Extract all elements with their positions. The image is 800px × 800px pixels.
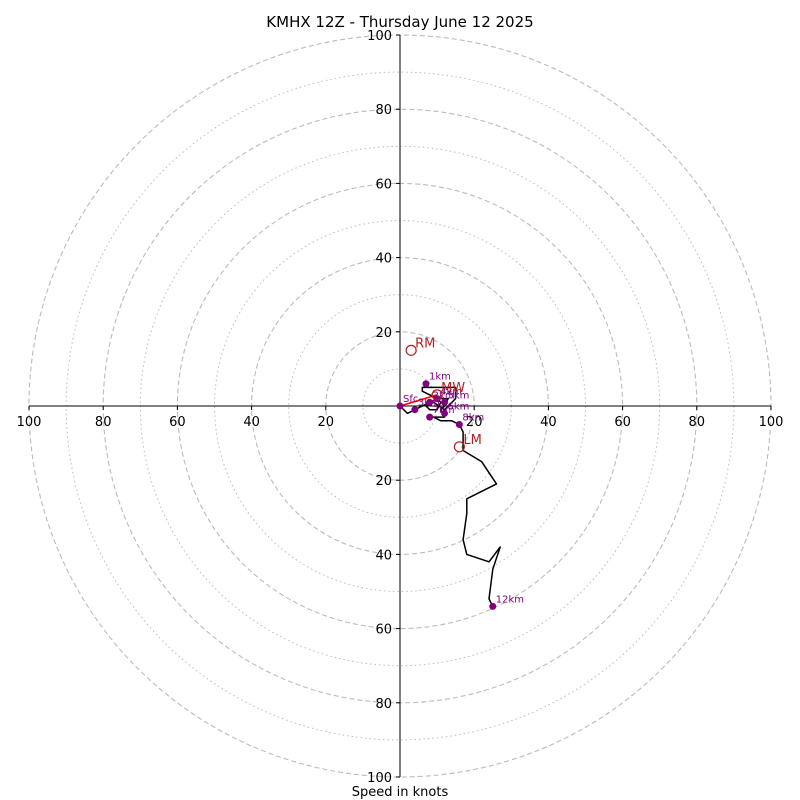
x-tick-label: 100	[759, 415, 784, 430]
height-marker	[441, 398, 449, 406]
y-tick-label: 100	[367, 29, 392, 44]
shear-vector	[399, 394, 438, 407]
height-label: 2km	[433, 390, 455, 401]
wind-trace-line	[399, 386, 501, 607]
bulk-shear-vector	[399, 394, 438, 407]
y-tick-label: 60	[375, 623, 392, 638]
x-tick-label: 40	[243, 415, 260, 430]
height-label: 7km	[433, 405, 455, 416]
chart-title: KMHX 12Z - Thursday June 12 2025	[266, 13, 533, 31]
x-tick-label: 20	[318, 415, 335, 430]
storm-motion-label: MW	[441, 381, 465, 396]
x-tick-label: 80	[95, 415, 112, 430]
y-tick-label: 40	[375, 548, 392, 563]
height-marker	[411, 406, 419, 414]
x-axis-label: Speed in knots	[352, 785, 449, 800]
storm-motion-label: LM	[463, 433, 481, 448]
height-label: Sfc	[403, 394, 418, 405]
tick-labels: 100 80 60 40 20 20 40 60 80 100 100 80 60 40 20 20 40 60 8…	[17, 29, 784, 786]
x-tick-label: 60	[614, 415, 631, 430]
height-marker	[396, 402, 404, 410]
storm-motion-markers: RM MW LM	[405, 336, 482, 453]
height-marker	[426, 413, 434, 421]
hodograph-trace	[399, 386, 501, 607]
x-tick-label: 80	[689, 415, 706, 430]
storm-motion-marker	[453, 441, 465, 453]
y-tick-label: 20	[375, 326, 392, 341]
height-marker	[422, 380, 430, 388]
x-tick-label: 40	[540, 415, 557, 430]
height-label: 1km	[429, 372, 451, 383]
height-marker	[441, 409, 449, 417]
x-tick-label: 60	[169, 415, 186, 430]
y-tick-label: 40	[375, 252, 392, 267]
height-label: 3km	[418, 398, 440, 409]
height-marker	[426, 398, 434, 406]
height-marker	[433, 395, 441, 403]
height-label: 4km	[440, 387, 462, 398]
y-tick-label: 100	[367, 771, 392, 786]
y-tick-label: 20	[375, 474, 392, 489]
y-tick-label: 60	[375, 177, 392, 192]
storm-motion-marker	[405, 344, 417, 356]
height-marker	[455, 421, 463, 429]
y-tick-label: 80	[375, 697, 392, 712]
x-tick-label: 100	[17, 415, 42, 430]
height-label: 5km	[448, 390, 470, 401]
y-tick-label: 80	[375, 103, 392, 118]
storm-motion-label: RM	[415, 336, 435, 351]
height-marker	[489, 602, 497, 610]
x-tick-label: 20	[466, 415, 483, 430]
height-label: 8km	[462, 413, 484, 424]
height-label: 12km	[496, 594, 524, 605]
height-label: 6km	[448, 401, 470, 412]
storm-motion-marker	[431, 389, 443, 401]
